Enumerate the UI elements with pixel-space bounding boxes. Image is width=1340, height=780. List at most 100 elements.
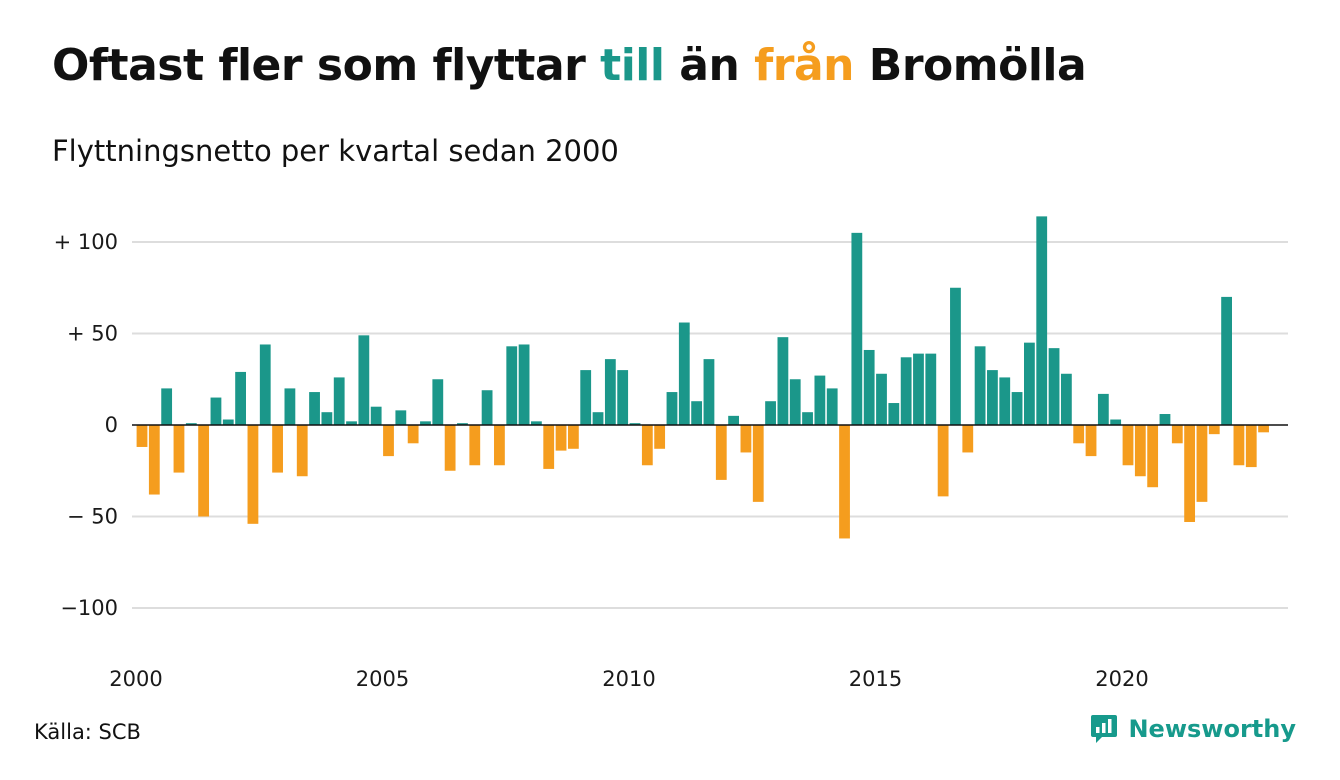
bar-positive [284, 388, 296, 425]
x-axis-labels: 2000 2005 2010 2015 2020 [109, 667, 1148, 691]
bar-negative [407, 425, 419, 444]
bar-positive [395, 410, 407, 425]
bar-negative [654, 425, 666, 449]
bar-positive [370, 406, 382, 425]
bar-negative [543, 425, 555, 469]
x-tick-label: 2020 [1095, 667, 1148, 691]
bar-negative [1122, 425, 1134, 466]
bar-negative [148, 425, 160, 495]
bar-negative [1147, 425, 1159, 488]
bar-negative [296, 425, 308, 477]
bar-positive [888, 403, 900, 425]
bar-negative [1085, 425, 1097, 457]
bar-positive [309, 392, 320, 425]
chart-title: Oftast fler som flyttar till än från Bro… [52, 40, 1087, 91]
bar-positive [481, 390, 493, 425]
bar-positive [1048, 348, 1060, 425]
title-till: till [600, 40, 665, 91]
x-tick-label: 2015 [849, 667, 902, 691]
bar-positive [999, 377, 1011, 425]
bar-positive [765, 401, 776, 425]
bar-positive [185, 423, 197, 425]
source-note: Källa: SCB [34, 720, 141, 744]
bar-positive [358, 335, 370, 425]
brand-name: Newsworthy [1128, 715, 1296, 743]
bar-positive [789, 379, 801, 425]
bar-positive [666, 392, 678, 425]
bar-positive [1060, 373, 1072, 425]
bar-positive [691, 401, 703, 425]
bar-positive [604, 359, 616, 425]
bar-negative [715, 425, 727, 480]
bar-positive [851, 232, 863, 425]
bar-negative [247, 425, 259, 524]
bar-positive [259, 344, 271, 425]
bar-positive [457, 423, 468, 425]
title-fran: från [754, 40, 854, 91]
bar-negative [1073, 425, 1085, 444]
title-part-1: Oftast fler som flyttar [52, 40, 601, 91]
bar-positive [592, 412, 604, 425]
bar-negative [1134, 425, 1146, 477]
bar-positive [925, 353, 937, 425]
bar-negative [1208, 425, 1220, 435]
bar-positive [950, 287, 961, 425]
title-part-3: Bromölla [853, 40, 1087, 91]
chart-subtitle: Flyttningsnetto per kvartal sedan 2000 [52, 134, 619, 168]
bars [136, 216, 1269, 539]
bar-positive [1097, 393, 1109, 425]
y-tick-label: + 100 [54, 230, 118, 254]
bar-positive [1221, 296, 1232, 425]
bar-negative [1196, 425, 1208, 502]
bar-positive [432, 379, 444, 425]
bar-positive [826, 388, 838, 425]
bar-negative [937, 425, 949, 497]
bar-positive [703, 359, 715, 425]
bar-positive [617, 370, 629, 425]
newsworthy-logo-icon [1091, 715, 1118, 743]
brand[interactable]: Newsworthy [1090, 714, 1296, 744]
bar-positive [506, 346, 518, 425]
bar-negative [173, 425, 185, 473]
y-axis-labels: + 100 + 50 0 − 50 −100 [54, 230, 118, 620]
bar-positive [346, 421, 357, 425]
bar-positive [629, 423, 641, 425]
bar-negative [444, 425, 456, 471]
bar-positive [974, 346, 986, 425]
bar-negative [752, 425, 764, 502]
bar-positive [1159, 414, 1171, 425]
bar-negative [1184, 425, 1196, 522]
bar-negative [1233, 425, 1245, 466]
y-tick-label: + 50 [67, 322, 118, 346]
bar-positive [678, 322, 690, 425]
bar-positive [863, 349, 875, 425]
bar-negative [567, 425, 579, 449]
bar-positive [222, 419, 234, 425]
bar-positive [333, 377, 345, 425]
bar-negative [740, 425, 752, 453]
bar-negative [641, 425, 653, 466]
title-part-2: än [664, 40, 755, 91]
x-tick-label: 2010 [602, 667, 655, 691]
bar-positive [420, 421, 431, 425]
bar-negative [555, 425, 567, 451]
bar-negative [1171, 425, 1183, 444]
bar-positive [913, 353, 924, 425]
bar-negative [136, 425, 148, 447]
bar-positive [900, 357, 912, 425]
bar-positive [814, 375, 826, 425]
bar-negative [1258, 425, 1269, 433]
bar-positive [518, 344, 530, 425]
bar-negative [469, 425, 481, 466]
y-tick-label: −100 [60, 596, 118, 620]
bar-positive [235, 371, 246, 425]
bar-positive [531, 421, 542, 425]
y-tick-label: 0 [105, 413, 118, 437]
bar-positive [876, 373, 887, 425]
bar-positive [1110, 419, 1122, 425]
bar-positive [1036, 216, 1048, 425]
bar-positive [1011, 392, 1023, 425]
x-tick-label: 2005 [356, 667, 409, 691]
bar-positive [580, 370, 592, 425]
